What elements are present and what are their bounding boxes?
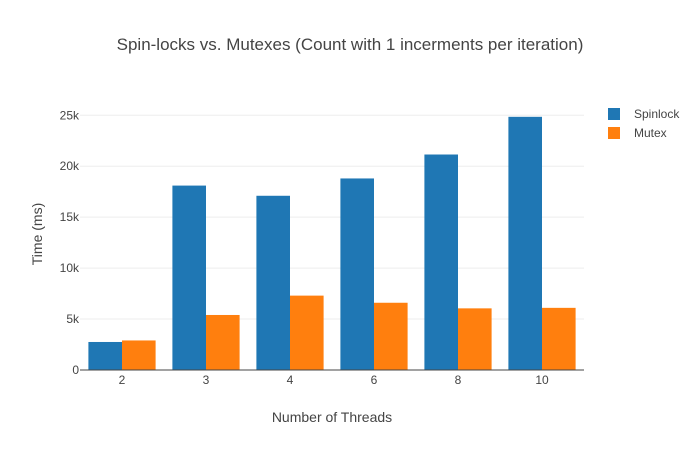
y-tick-label: 5k — [66, 312, 80, 326]
bar-mutex-8 — [458, 308, 492, 370]
legend-swatch-spinlock — [608, 108, 620, 120]
bar-mutex-2 — [122, 340, 156, 370]
x-tick-label: 10 — [535, 373, 549, 387]
bar-spinlock-4 — [256, 195, 290, 370]
legend-label-spinlock: Spinlock — [634, 107, 680, 121]
bar-spinlock-6 — [340, 178, 374, 370]
legend: Spinlock Mutex — [608, 107, 680, 140]
bar-spinlock-3 — [172, 185, 206, 370]
y-tick-label: 25k — [60, 108, 80, 122]
bar-mutex-3 — [206, 314, 240, 370]
x-tick-label: 8 — [455, 373, 462, 387]
bar-mutex-10 — [542, 307, 576, 370]
bar-mutex-6 — [374, 302, 408, 370]
chart-title: Spin-locks vs. Mutexes (Count with 1 inc… — [117, 35, 584, 54]
bar-spinlock-10 — [508, 116, 542, 371]
bars — [88, 116, 576, 371]
x-tick-label: 3 — [203, 373, 210, 387]
y-tick-labels: 0 5k 10k 15k 20k 25k — [60, 108, 80, 377]
x-axis-title: Number of Threads — [272, 409, 392, 425]
y-axis-title: Time (ms) — [29, 203, 45, 265]
bar-mutex-4 — [290, 295, 324, 370]
x-tick-labels: 2 3 4 6 8 10 — [119, 373, 549, 387]
legend-swatch-mutex — [608, 127, 620, 139]
gridlines — [80, 114, 584, 320]
x-tick-label: 2 — [119, 373, 126, 387]
legend-label-mutex: Mutex — [634, 126, 667, 140]
x-tick-label: 6 — [371, 373, 378, 387]
x-tick-label: 4 — [287, 373, 294, 387]
y-tick-label: 20k — [60, 159, 80, 173]
bar-spinlock-2 — [88, 341, 122, 370]
y-tick-label: 0 — [72, 363, 79, 377]
bar-spinlock-8 — [424, 154, 458, 370]
y-tick-label: 10k — [60, 261, 80, 275]
y-tick-label: 15k — [60, 210, 80, 224]
